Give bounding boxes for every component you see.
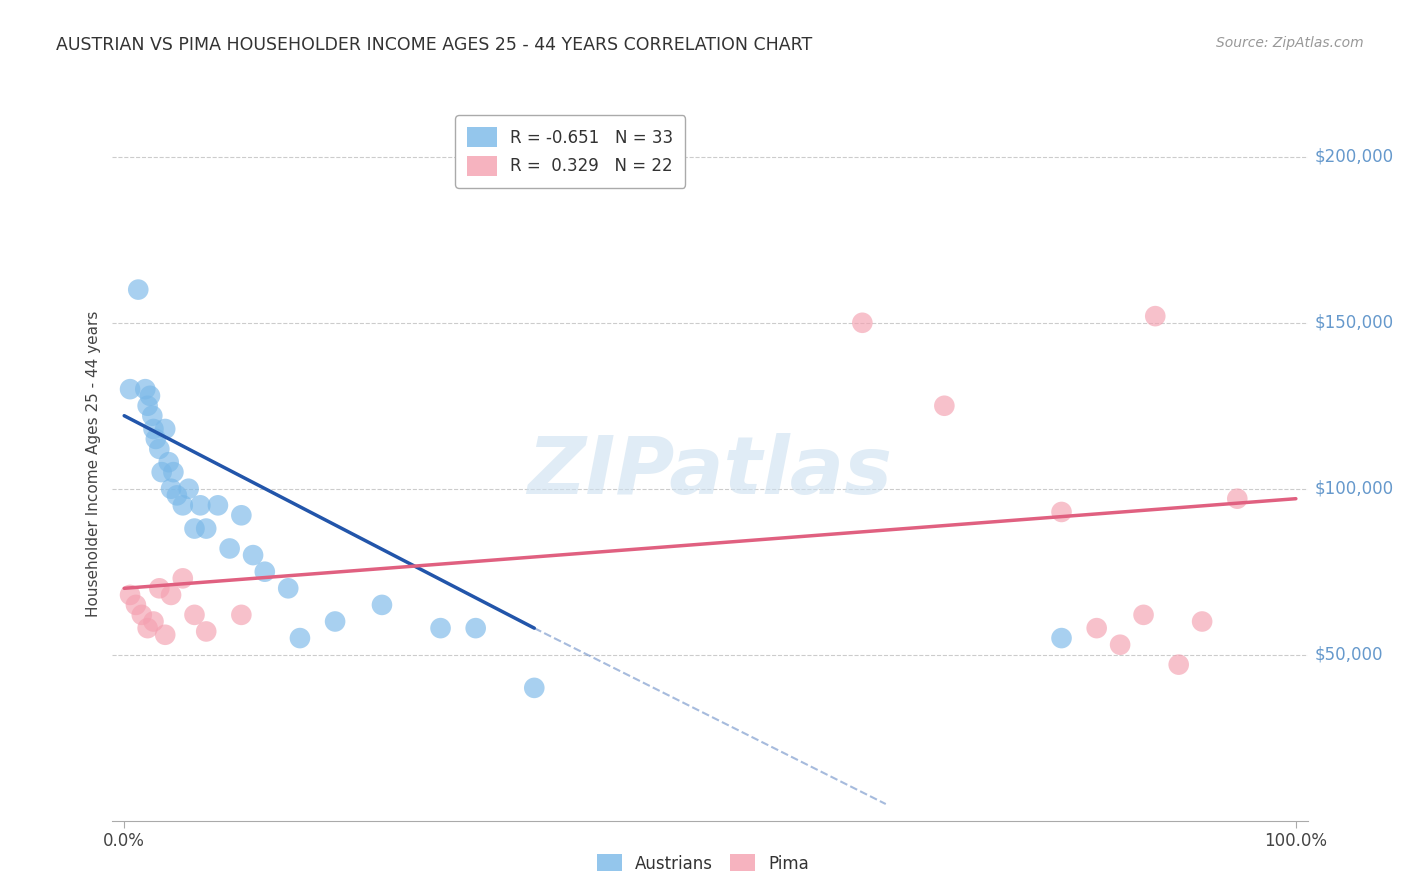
Point xyxy=(1050,631,1073,645)
Point xyxy=(851,316,873,330)
Point xyxy=(1132,607,1154,622)
Point xyxy=(148,442,170,456)
Point xyxy=(195,522,218,536)
Y-axis label: Householder Income Ages 25 - 44 years: Householder Income Ages 25 - 44 years xyxy=(86,310,101,617)
Point xyxy=(277,582,299,596)
Point xyxy=(157,455,180,469)
Point xyxy=(1085,621,1108,635)
Point xyxy=(188,499,211,513)
Text: $150,000: $150,000 xyxy=(1315,314,1393,332)
Point xyxy=(141,409,163,423)
Point xyxy=(1109,638,1132,652)
Point xyxy=(1191,615,1213,629)
Point xyxy=(242,548,264,562)
Point xyxy=(166,488,188,502)
Point xyxy=(139,389,162,403)
Point xyxy=(148,582,170,596)
Point xyxy=(136,399,159,413)
Point xyxy=(177,482,200,496)
Point xyxy=(934,399,956,413)
Point xyxy=(253,565,276,579)
Point xyxy=(231,607,253,622)
Point xyxy=(371,598,394,612)
Point xyxy=(162,465,184,479)
Point xyxy=(183,522,205,536)
Point xyxy=(1050,505,1073,519)
Point xyxy=(172,571,194,585)
Point xyxy=(323,615,346,629)
Point xyxy=(1167,657,1189,672)
Point xyxy=(218,541,240,556)
Point xyxy=(125,598,148,612)
Point xyxy=(160,482,183,496)
Point xyxy=(231,508,253,523)
Legend: R = -0.651   N = 33, R =  0.329   N = 22: R = -0.651 N = 33, R = 0.329 N = 22 xyxy=(456,115,685,187)
Point xyxy=(160,588,183,602)
Point xyxy=(288,631,311,645)
Point xyxy=(131,607,153,622)
Point xyxy=(172,499,194,513)
Point xyxy=(207,499,229,513)
Text: $50,000: $50,000 xyxy=(1315,646,1384,664)
Point xyxy=(1144,309,1167,323)
Point xyxy=(1226,491,1249,506)
Point xyxy=(127,283,149,297)
Text: $200,000: $200,000 xyxy=(1315,148,1393,166)
Point xyxy=(429,621,451,635)
Point xyxy=(142,422,165,436)
Point xyxy=(120,382,141,396)
Point xyxy=(120,588,141,602)
Point xyxy=(195,624,218,639)
Text: ZIPatlas: ZIPatlas xyxy=(527,434,893,511)
Text: Source: ZipAtlas.com: Source: ZipAtlas.com xyxy=(1216,36,1364,50)
Point xyxy=(183,607,205,622)
Point xyxy=(134,382,156,396)
Point xyxy=(153,422,177,436)
Point xyxy=(136,621,159,635)
Text: $100,000: $100,000 xyxy=(1315,480,1393,498)
Point xyxy=(153,628,177,642)
Point xyxy=(150,465,173,479)
Point xyxy=(142,615,165,629)
Text: AUSTRIAN VS PIMA HOUSEHOLDER INCOME AGES 25 - 44 YEARS CORRELATION CHART: AUSTRIAN VS PIMA HOUSEHOLDER INCOME AGES… xyxy=(56,36,813,54)
Point xyxy=(523,681,546,695)
Point xyxy=(145,432,167,446)
Point xyxy=(464,621,486,635)
Legend: Austrians, Pima: Austrians, Pima xyxy=(591,847,815,880)
